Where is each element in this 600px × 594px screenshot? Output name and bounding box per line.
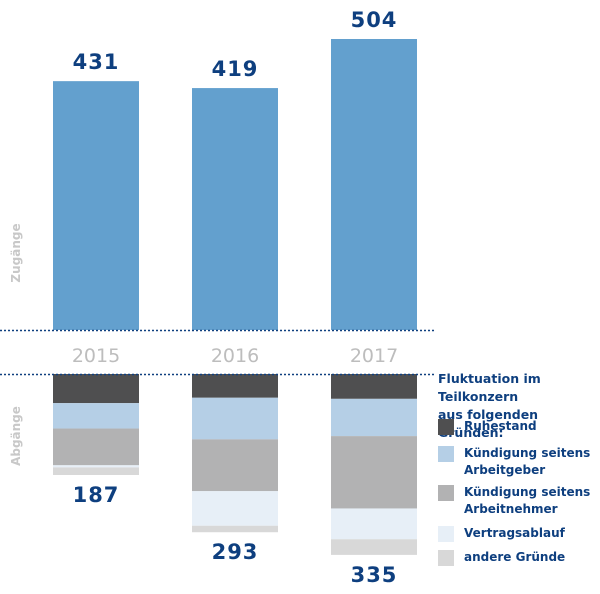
legend-label-kuendigung-arbeitgeber: Kündigung seitens Arbeitgeber [464, 446, 591, 477]
abgaenge-segment-2016-2 [192, 397, 278, 440]
abgaenge-total-2015: 187 [73, 483, 120, 507]
zugaenge-value-2015: 431 [73, 50, 120, 74]
legend-item-kuendigung-arbeitnehmer: Kündigung seitens Arbeitnehmer [438, 484, 594, 518]
abgaenge-segment-2017-4 [331, 508, 417, 540]
legend-swatch-vertragsablauf [438, 526, 454, 542]
legend-swatch-kuendigung-arbeitnehmer [438, 485, 454, 501]
abgaenge-segment-2015-4 [53, 465, 139, 468]
abgaenge-segment-2017-1 [331, 374, 417, 399]
legend-swatch-andere-gruende [438, 550, 454, 566]
axis-label-abgaenge: Abgänge [9, 406, 23, 466]
legend-label-andere-gruende: andere Gründe [464, 550, 566, 564]
legend-item-ruhestand: Ruhestand [438, 418, 594, 435]
abgaenge-segment-2017-3 [331, 436, 417, 509]
legend-item-kuendigung-arbeitgeber: Kündigung seitens Arbeitgeber [438, 445, 594, 479]
zugaenge-bar-2015 [53, 81, 139, 331]
legend-title: Fluktuation im Teilkonzern aus folgenden… [438, 370, 600, 442]
abgaenge-segment-2016-3 [192, 439, 278, 492]
abgaenge-segment-2017-5 [331, 539, 417, 555]
abgaenge-segment-2016-1 [192, 374, 278, 398]
abgaenge-segment-2015-5 [53, 467, 139, 475]
axis-label-zugaenge: Zugänge [9, 223, 23, 282]
abgaenge-segment-2015-2 [53, 403, 139, 429]
legend-label-kuendigung-arbeitnehmer: Kündigung seitens Arbeitnehmer [464, 485, 591, 516]
legend-item-andere-gruende: andere Gründe [438, 549, 594, 566]
legend-label-vertragsablauf: Vertragsablauf [464, 526, 565, 540]
zugaenge-value-2017: 504 [351, 8, 398, 32]
legend-swatch-kuendigung-arbeitgeber [438, 446, 454, 462]
legend-title-line-1: Fluktuation im Teilkonzern [438, 371, 541, 404]
abgaenge-segment-2016-4 [192, 491, 278, 526]
abgaenge-segment-2016-5 [192, 525, 278, 533]
year-label-2015: 2015 [72, 345, 120, 367]
year-label-2016: 2016 [211, 345, 259, 367]
legend-item-vertragsablauf: Vertragsablauf [438, 525, 594, 542]
legend: Fluktuation im Teilkonzern aus folgenden… [438, 370, 600, 566]
year-label-2017: 2017 [350, 345, 398, 367]
legend-swatch-ruhestand [438, 419, 454, 435]
zugaenge-bar-2016 [192, 88, 278, 330]
abgaenge-total-2017: 335 [351, 563, 398, 587]
abgaenge-segment-2015-1 [53, 374, 139, 404]
legend-label-ruhestand: Ruhestand [464, 419, 537, 433]
zugaenge-bar-2017 [331, 39, 417, 330]
abgaenge-segment-2015-3 [53, 428, 139, 466]
abgaenge-segment-2017-2 [331, 398, 417, 437]
legend-title-line-2: aus folgenden Gründen: [438, 407, 539, 440]
abgaenge-total-2016: 293 [212, 540, 259, 564]
zugaenge-value-2016: 419 [212, 57, 259, 81]
